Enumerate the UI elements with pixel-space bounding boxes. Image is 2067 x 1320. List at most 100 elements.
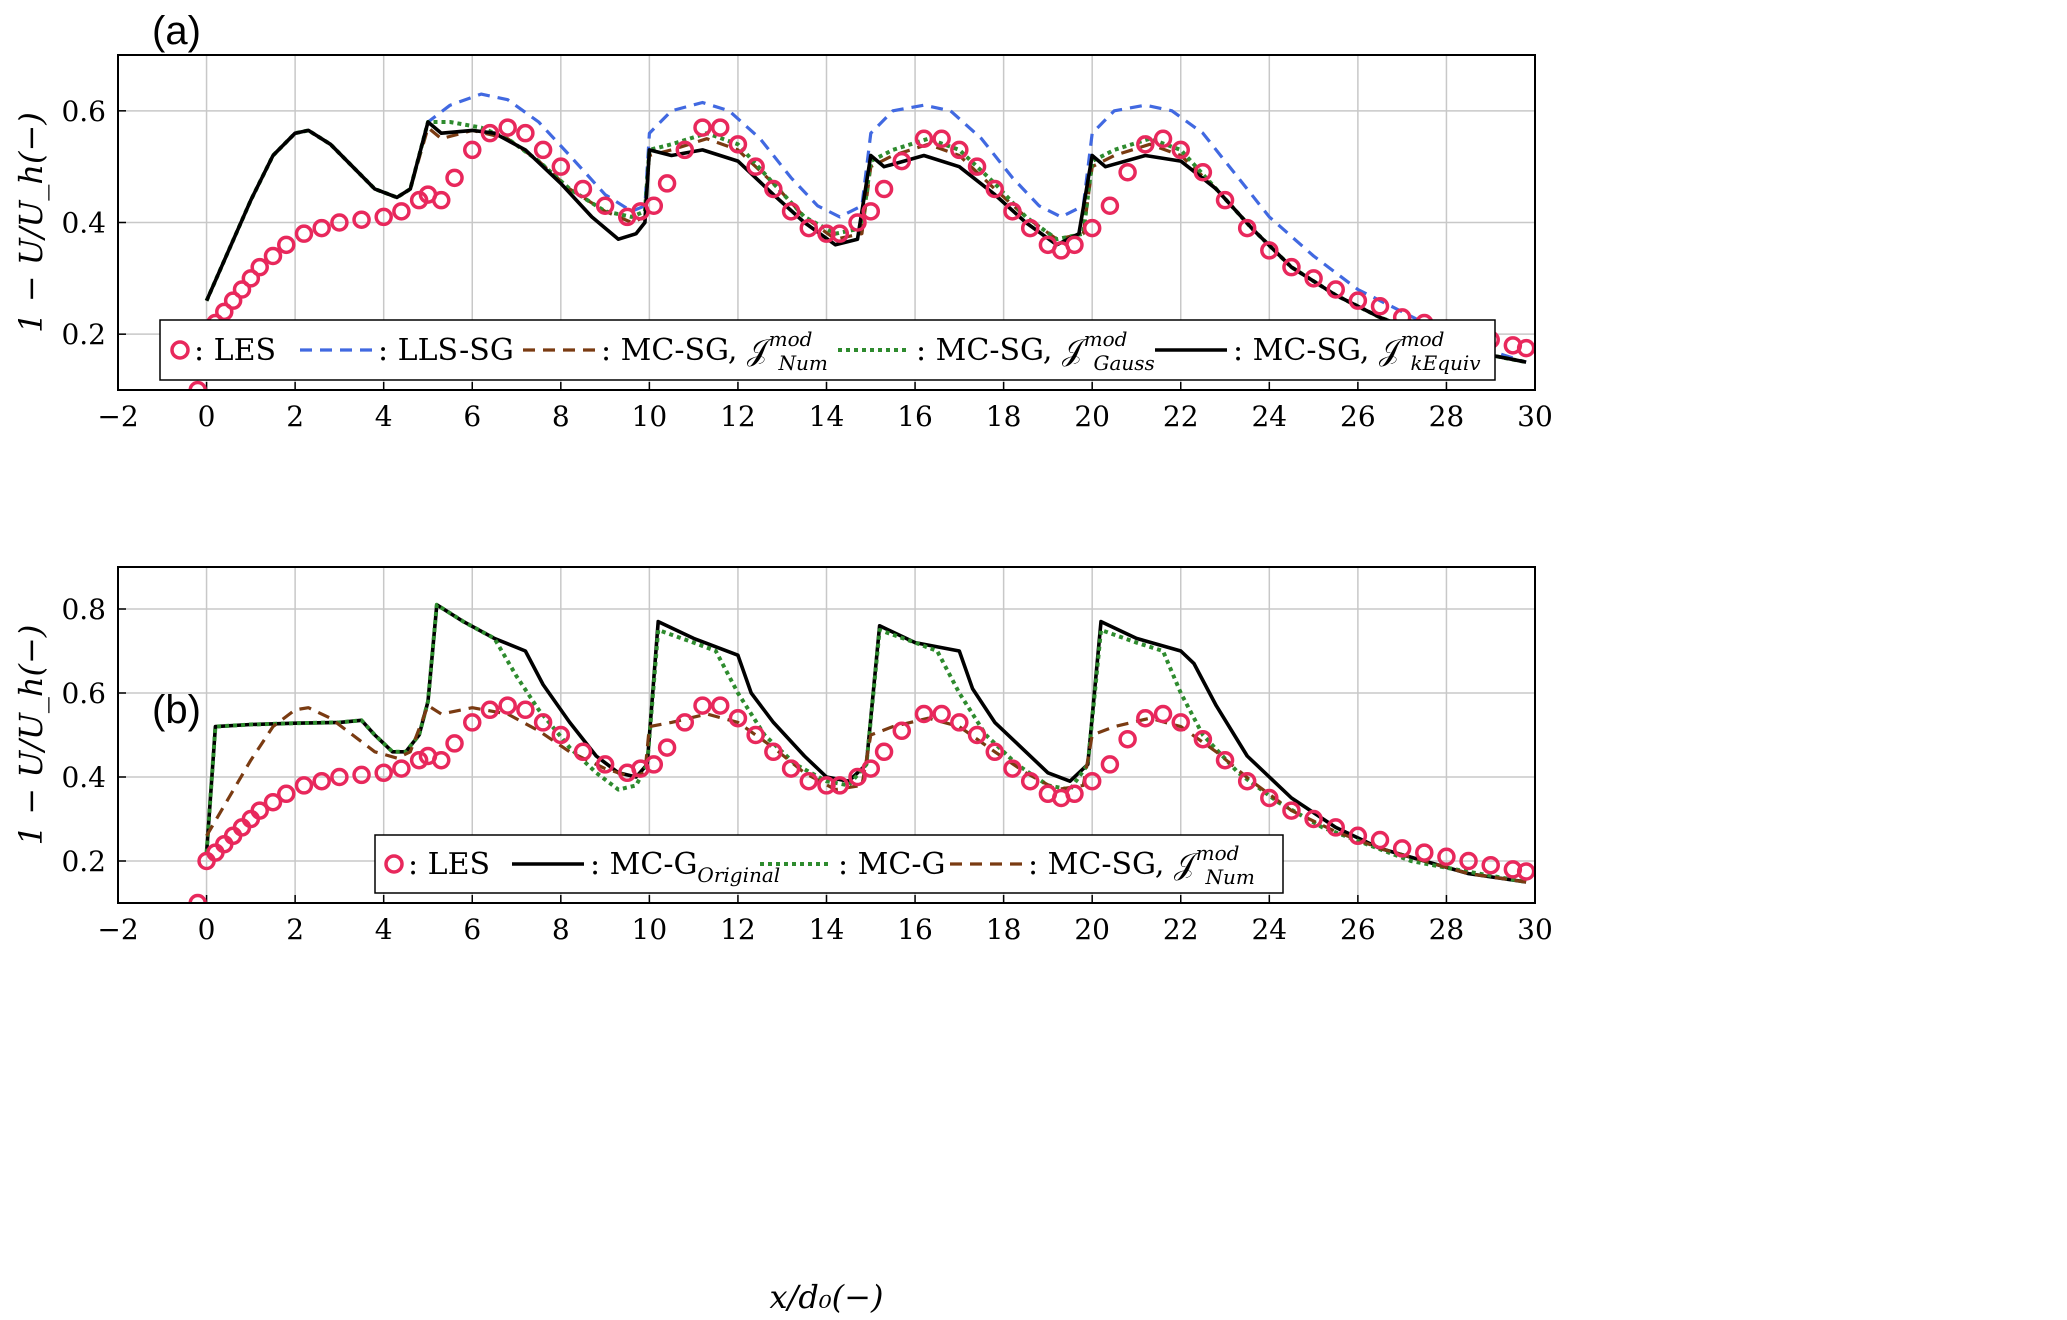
les-point xyxy=(573,179,593,199)
les-point xyxy=(1481,855,1500,875)
les-point xyxy=(710,696,730,715)
les-point xyxy=(1282,801,1301,820)
les-point xyxy=(352,210,371,229)
x-tick-label: 22 xyxy=(1163,913,1199,946)
legend-label: : MC-G xyxy=(838,847,945,882)
les-point xyxy=(533,713,553,732)
x-tick-label: 12 xyxy=(720,400,756,433)
les-point xyxy=(914,704,934,724)
les-point xyxy=(1153,704,1173,724)
legend-superscript: mod xyxy=(1084,327,1128,351)
x-tick-label: 0 xyxy=(198,913,216,946)
x-tick-label: 18 xyxy=(986,400,1022,433)
les-point xyxy=(1065,784,1084,804)
legend-label: : MC-GOriginal xyxy=(590,847,780,887)
legend-superscript: mod xyxy=(769,327,813,351)
panel-a-legend: : LES: LLS-SG: MC-SG, 𝒥mod Num: MC-SG, 𝒥m… xyxy=(159,319,1496,381)
legend-label: : LLS-SG xyxy=(378,333,514,368)
les-point xyxy=(746,157,765,176)
les-point xyxy=(1136,135,1155,154)
les-point xyxy=(830,776,850,795)
panel-a-label: (a) xyxy=(152,9,201,53)
les-point xyxy=(693,696,712,715)
les-point xyxy=(241,269,261,288)
les-point xyxy=(516,700,535,720)
les-point xyxy=(223,291,243,310)
les-point xyxy=(799,771,819,791)
x-tick-label: 28 xyxy=(1429,913,1465,946)
les-point xyxy=(1370,297,1390,316)
les-point xyxy=(1100,755,1120,774)
panel-b-legend: : LES : MC-GOriginal : MC-G : MC-SG, 𝒥mod Nu… xyxy=(374,834,1284,894)
les-point xyxy=(657,738,677,757)
series-line xyxy=(204,120,1527,364)
les-point xyxy=(861,202,881,221)
les-point xyxy=(551,725,571,745)
les-point xyxy=(1082,218,1102,238)
legend-item: : LES xyxy=(170,333,276,368)
legend-marker xyxy=(384,854,404,874)
panel-a-ticks: −2 0 2 4 6 8 10 12 14 16 18 20 22 24 26 28 300.20.40.6 xyxy=(61,95,1552,433)
les-point xyxy=(1237,771,1257,791)
les-point xyxy=(1260,788,1279,808)
les-point xyxy=(874,742,894,762)
les-point xyxy=(445,168,464,188)
legend-box xyxy=(159,319,1496,381)
x-tick-label: 30 xyxy=(1517,400,1553,433)
les-point xyxy=(1282,257,1301,277)
les-point xyxy=(188,380,207,390)
les-point xyxy=(595,755,615,774)
les-point xyxy=(892,721,912,741)
legend-item: : MC-SG, 𝒥mod kEquiv xyxy=(1155,327,1481,375)
les-point xyxy=(445,734,464,753)
x-tick-label: 4 xyxy=(375,400,393,433)
les-point xyxy=(657,174,677,193)
legend-subscript: Num xyxy=(1204,865,1254,889)
x-tick-label: −2 xyxy=(97,400,138,433)
panel-a-series xyxy=(188,92,1535,390)
les-point xyxy=(232,280,252,299)
les-point xyxy=(463,140,482,160)
x-tick-label: 30 xyxy=(1517,913,1553,946)
les-point xyxy=(675,713,695,732)
y-tick-label: 0.6 xyxy=(61,95,106,128)
x-tick-label: 10 xyxy=(632,400,668,433)
les-point xyxy=(710,118,730,137)
panel-a-frame xyxy=(117,54,1536,391)
legend-item: : MC-G xyxy=(760,847,945,882)
les-point xyxy=(533,140,553,160)
x-tick-label: 20 xyxy=(1074,400,1110,433)
legend-label: : LES xyxy=(408,847,490,882)
legend-label: : MC-SG, 𝒥mod Num xyxy=(1028,841,1255,889)
les-point xyxy=(848,213,867,232)
les-point xyxy=(848,767,867,787)
legend-subscript: Gauss xyxy=(1093,351,1154,375)
les-point xyxy=(1304,269,1323,288)
les-point xyxy=(1392,839,1412,858)
les-point xyxy=(551,157,571,176)
les-point xyxy=(1100,196,1120,215)
x-tick-label: 6 xyxy=(463,400,481,433)
les-point xyxy=(1003,759,1022,778)
les-point xyxy=(573,742,593,762)
les-point xyxy=(950,140,969,160)
legend-superscript: mod xyxy=(1196,841,1240,865)
les-point xyxy=(728,135,748,154)
legend-item: : MC-SG, 𝒥mod Num xyxy=(950,841,1255,889)
les-point xyxy=(967,157,987,176)
legend-label: : MC-SG, 𝒥mod Gauss xyxy=(916,327,1155,375)
x-tick-label: 8 xyxy=(552,913,570,946)
les-point xyxy=(985,742,1005,762)
les-point xyxy=(764,179,783,199)
les-point xyxy=(874,179,894,199)
y-tick-label: 0.6 xyxy=(61,677,106,710)
les-point xyxy=(480,700,500,720)
panel-b-ylabel: 1 − U/U_h(−) xyxy=(12,625,50,846)
les-point xyxy=(1020,218,1040,238)
les-point xyxy=(294,224,314,243)
les-point xyxy=(1082,771,1102,791)
les-point xyxy=(1304,809,1323,829)
x-tick-label: 16 xyxy=(897,913,933,946)
les-point xyxy=(1003,202,1022,221)
les-point xyxy=(498,696,517,715)
